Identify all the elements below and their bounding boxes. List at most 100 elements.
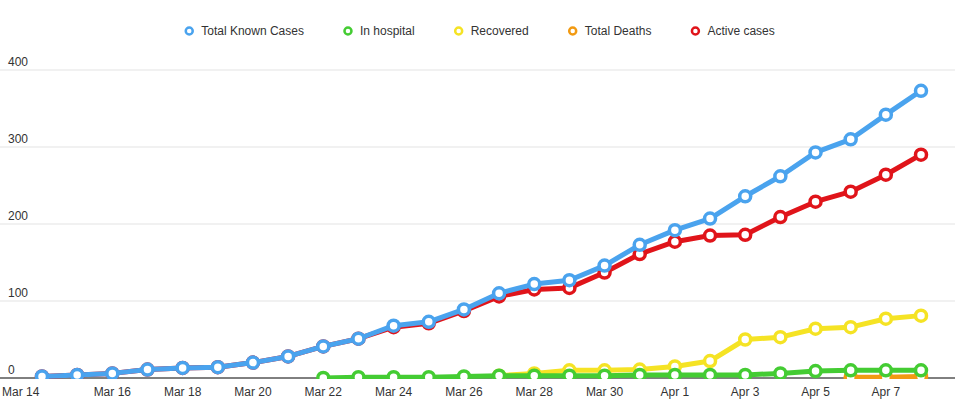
point-marker: [634, 239, 645, 250]
point-marker: [775, 368, 786, 379]
series-line: [42, 91, 921, 377]
point-marker: [318, 341, 329, 352]
point-marker: [37, 371, 48, 379]
point-marker: [107, 368, 118, 379]
point-marker: [775, 212, 786, 223]
point-marker: [177, 362, 188, 373]
point-marker: [564, 275, 575, 286]
y-tick-label: 400: [8, 55, 28, 69]
point-marker: [880, 109, 891, 120]
x-tick-label: Apr 7: [871, 385, 900, 399]
x-tick-label: Mar 26: [445, 385, 483, 399]
point-marker: [458, 304, 469, 315]
chart: 0100200300400Mar 14Mar 16Mar 18Mar 20Mar…: [0, 0, 955, 406]
x-tick-label: Apr 1: [661, 385, 690, 399]
point-marker: [107, 368, 118, 379]
point-marker: [423, 372, 434, 379]
point-marker: [318, 373, 329, 380]
point-marker: [810, 323, 821, 334]
point-marker: [669, 236, 680, 247]
x-tick-label: Apr 3: [731, 385, 760, 399]
legend-label: Active cases: [707, 24, 774, 38]
point-marker: [283, 351, 294, 362]
point-marker: [916, 365, 927, 376]
series-line: [42, 155, 921, 377]
legend-label: Total Deaths: [585, 24, 652, 38]
x-tick-label: Mar 14: [2, 385, 40, 399]
point-marker: [634, 369, 645, 379]
y-tick-label: 100: [8, 286, 28, 300]
point-marker: [494, 288, 505, 299]
point-marker: [177, 362, 188, 373]
grid-line: [0, 70, 955, 71]
point-marker: [705, 213, 716, 224]
legend-marker: [692, 28, 699, 35]
legend-marker: [186, 28, 193, 35]
point-marker: [775, 171, 786, 182]
point-marker: [845, 322, 856, 333]
point-marker: [705, 230, 716, 241]
x-tick-label: Mar 22: [305, 385, 343, 399]
legend-marker: [569, 28, 576, 35]
x-tick-label: Mar 28: [516, 385, 554, 399]
point-marker: [916, 149, 927, 160]
point-marker: [529, 279, 540, 290]
x-tick-label: Mar 30: [586, 385, 624, 399]
point-marker: [775, 332, 786, 343]
point-marker: [845, 134, 856, 145]
x-tick-label: Mar 18: [164, 385, 202, 399]
legend-label: In hospital: [360, 24, 415, 38]
grid: [0, 70, 955, 378]
x-tick-label: Apr 5: [801, 385, 830, 399]
point-marker: [318, 341, 329, 352]
series: [37, 149, 927, 379]
point-marker: [740, 369, 751, 379]
point-marker: [212, 362, 223, 373]
point-marker: [916, 310, 927, 321]
point-marker: [494, 370, 505, 379]
legend: Total Known Cases In hospital Recovered Tot…: [186, 24, 775, 38]
point-marker: [740, 334, 751, 345]
legend-label: Total Known Cases: [201, 24, 304, 38]
point-marker: [599, 370, 610, 379]
point-marker: [705, 356, 716, 367]
point-marker: [142, 364, 153, 375]
point-marker: [810, 147, 821, 158]
legend-label: Recovered: [471, 24, 529, 38]
point-marker: [705, 369, 716, 379]
series: [318, 365, 927, 379]
point-marker: [353, 372, 364, 379]
legend-marker: [455, 28, 462, 35]
point-marker: [494, 370, 505, 379]
point-marker: [880, 313, 891, 324]
series-line: [499, 316, 921, 376]
y-tick-label: 0: [8, 363, 15, 377]
point-marker: [142, 364, 153, 375]
x-tick-label: Mar 16: [94, 385, 132, 399]
point-marker: [845, 365, 856, 376]
point-marker: [529, 370, 540, 379]
point-marker: [564, 370, 575, 379]
point-marker: [37, 371, 48, 379]
point-marker: [669, 225, 680, 236]
grid-line: [0, 224, 955, 225]
point-marker: [353, 333, 364, 344]
point-marker: [212, 362, 223, 373]
point-marker: [599, 260, 610, 271]
x-tick-label: Mar 20: [234, 385, 272, 399]
point-marker: [880, 365, 891, 376]
point-marker: [458, 371, 469, 379]
series: [37, 85, 927, 379]
point-marker: [72, 369, 83, 379]
x-tick-label: Mar 24: [375, 385, 413, 399]
plot-area: [37, 85, 927, 379]
y-tick-label: 300: [8, 132, 28, 146]
point-marker: [845, 186, 856, 197]
point-marker: [247, 357, 258, 368]
point-marker: [740, 191, 751, 202]
point-marker: [72, 369, 83, 379]
point-marker: [669, 369, 680, 379]
point-marker: [388, 372, 399, 379]
point-marker: [247, 357, 258, 368]
legend-marker: [344, 28, 351, 35]
